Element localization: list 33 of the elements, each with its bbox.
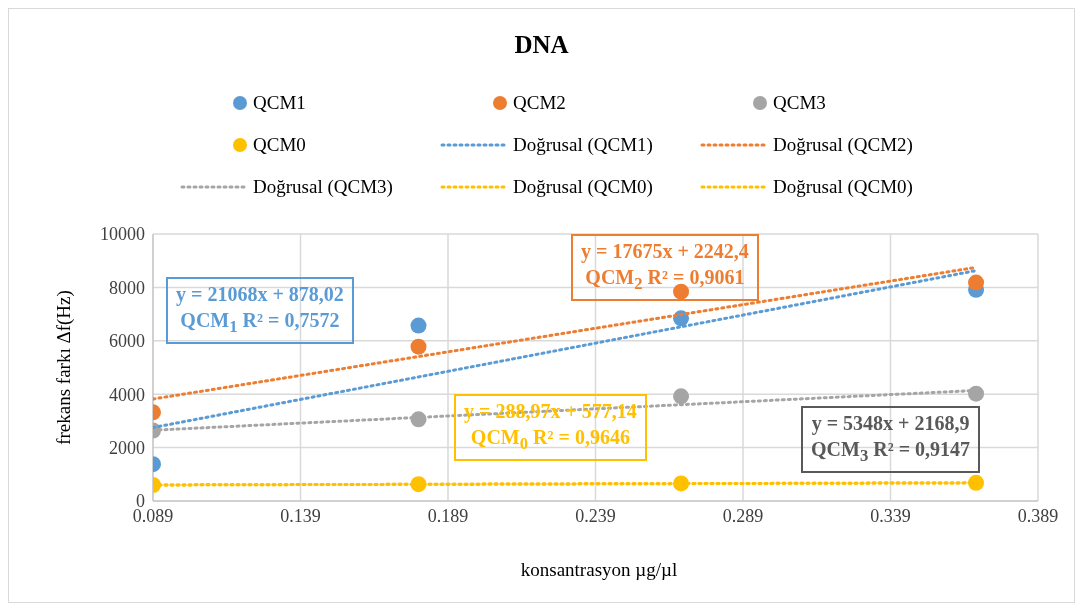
point bbox=[410, 317, 427, 334]
chart-title: DNA bbox=[513, 31, 570, 59]
y-tick-label: 6000 bbox=[109, 331, 145, 352]
x-tick-label: 0.389 bbox=[1017, 505, 1059, 526]
x-axis-title: konsantrasyon µg/µl bbox=[519, 559, 679, 581]
point bbox=[673, 283, 690, 300]
legend-label: Doğrusal (QCM1) bbox=[513, 134, 653, 156]
legend-label: Doğrusal (QCM0) bbox=[773, 176, 913, 198]
point bbox=[968, 274, 985, 291]
point bbox=[410, 338, 427, 355]
x-tick-label: 0.139 bbox=[280, 505, 321, 526]
annotation: y = 5348x + 2168,9 QCM$_{3}$ R² = 0,9147 bbox=[811, 411, 971, 467]
point bbox=[968, 474, 985, 491]
legend-label: Doğrusal (QCM3) bbox=[253, 176, 393, 198]
point bbox=[673, 388, 690, 405]
x-tick-label: 0.239 bbox=[575, 505, 616, 526]
x-tick-label: 0.339 bbox=[870, 505, 911, 526]
annotation: y = 288,97x + 577,14 QCM$_{0}$ R² = 0,9646 bbox=[464, 399, 637, 455]
legend-label: QCM0 bbox=[253, 134, 306, 156]
x-tick-label: 0.289 bbox=[722, 505, 764, 526]
x-tick-label: 0.189 bbox=[427, 505, 469, 526]
annotation: y = 17675x + 2242,4 QCM$_{2}$ R² = 0,9061 bbox=[581, 239, 749, 295]
legend-label: Doğrusal (QCM2) bbox=[773, 134, 913, 156]
y-tick-label: 10000 bbox=[100, 224, 145, 245]
legend-label: Doğrusal (QCM0) bbox=[513, 176, 653, 198]
y-tick-label: 4000 bbox=[109, 384, 145, 405]
y-tick-label: 2000 bbox=[109, 437, 145, 458]
annotation: y = 21068x + 878,02 QCM$_{1}$ R² = 0,7572 bbox=[176, 282, 344, 338]
y-tick-label: 8000 bbox=[109, 277, 145, 298]
legend-label: QCM2 bbox=[513, 92, 566, 114]
y-axis-title: frekans farkı Δf(Hz) bbox=[52, 290, 75, 445]
legend-label: QCM3 bbox=[773, 92, 826, 114]
legend-label: QCM1 bbox=[253, 92, 306, 114]
